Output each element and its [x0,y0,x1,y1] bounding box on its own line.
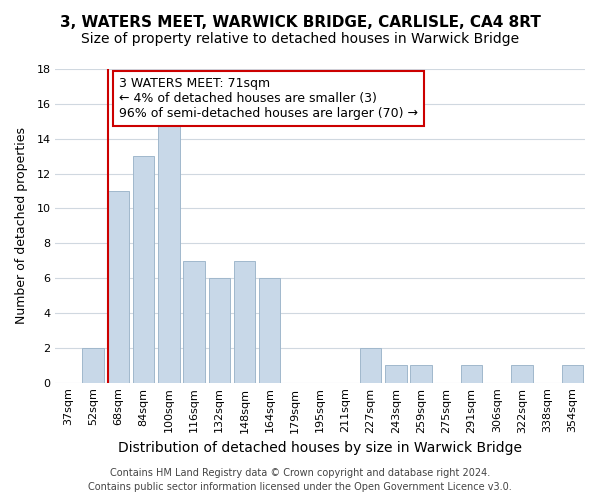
Bar [234,260,255,382]
Bar [562,366,583,382]
Bar [385,366,407,382]
Bar [360,348,382,382]
Bar [461,366,482,382]
Bar [158,122,179,382]
Text: Contains HM Land Registry data © Crown copyright and database right 2024.
Contai: Contains HM Land Registry data © Crown c… [88,468,512,492]
Bar [184,260,205,382]
Text: 3 WATERS MEET: 71sqm
← 4% of detached houses are smaller (3)
96% of semi-detache: 3 WATERS MEET: 71sqm ← 4% of detached ho… [119,77,418,120]
Bar [133,156,154,382]
X-axis label: Distribution of detached houses by size in Warwick Bridge: Distribution of detached houses by size … [118,441,522,455]
Bar [259,278,280,382]
Bar [107,191,129,382]
Bar [511,366,533,382]
Text: 3, WATERS MEET, WARWICK BRIDGE, CARLISLE, CA4 8RT: 3, WATERS MEET, WARWICK BRIDGE, CARLISLE… [59,15,541,30]
Bar [410,366,432,382]
Bar [209,278,230,382]
Text: Size of property relative to detached houses in Warwick Bridge: Size of property relative to detached ho… [81,32,519,46]
Y-axis label: Number of detached properties: Number of detached properties [15,128,28,324]
Bar [82,348,104,382]
